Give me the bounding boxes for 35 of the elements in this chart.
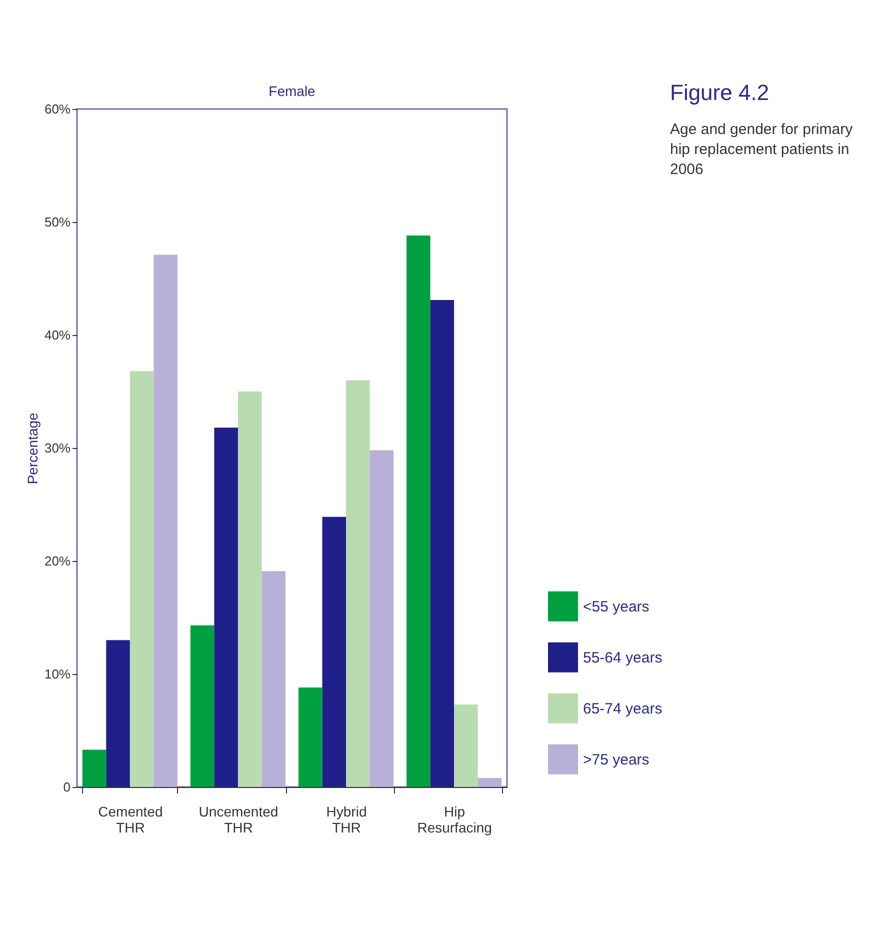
bar (214, 428, 238, 787)
text: Age and gender for primary hip replacement patients in 2006 (670, 120, 854, 180)
bar (346, 380, 370, 787)
bar (154, 254, 178, 787)
y-tick-label: 30% (44, 440, 71, 456)
legend-label: 55-64 years (583, 649, 662, 666)
legend-label: <55 years (583, 598, 650, 616)
caption: Figure 4.2 (670, 80, 770, 106)
y-tick-label: 20% (44, 554, 71, 568)
bar (322, 516, 346, 787)
bar (190, 625, 214, 787)
y-tick-label: 10% (44, 666, 71, 682)
chart-title: Female (268, 83, 316, 99)
y-axis-title: Percentage (24, 412, 40, 484)
bar (478, 778, 502, 787)
bar (238, 392, 262, 787)
legend-label: 65-74 years (583, 700, 662, 718)
bar (430, 300, 454, 787)
x-tick-label: Hybrid THR (326, 804, 367, 836)
y-tick-label: 40% (44, 328, 71, 342)
bar (262, 571, 286, 787)
bar (106, 640, 130, 787)
bar (370, 450, 394, 787)
legend-label: >75 years (583, 751, 650, 768)
y-tick-label: 50% (44, 214, 71, 230)
y-tick-label: 60% (44, 102, 71, 116)
bar (406, 236, 430, 787)
bar (454, 704, 478, 787)
bar (130, 371, 154, 787)
x-tick-label: Uncemented THR (198, 804, 278, 836)
bar (298, 688, 322, 787)
bar (82, 750, 106, 787)
x-tick-label: Cemented THR (98, 804, 163, 836)
y-tick-label: 0 (63, 780, 70, 794)
x-tick-label: Hip Resurfacing (417, 804, 492, 836)
